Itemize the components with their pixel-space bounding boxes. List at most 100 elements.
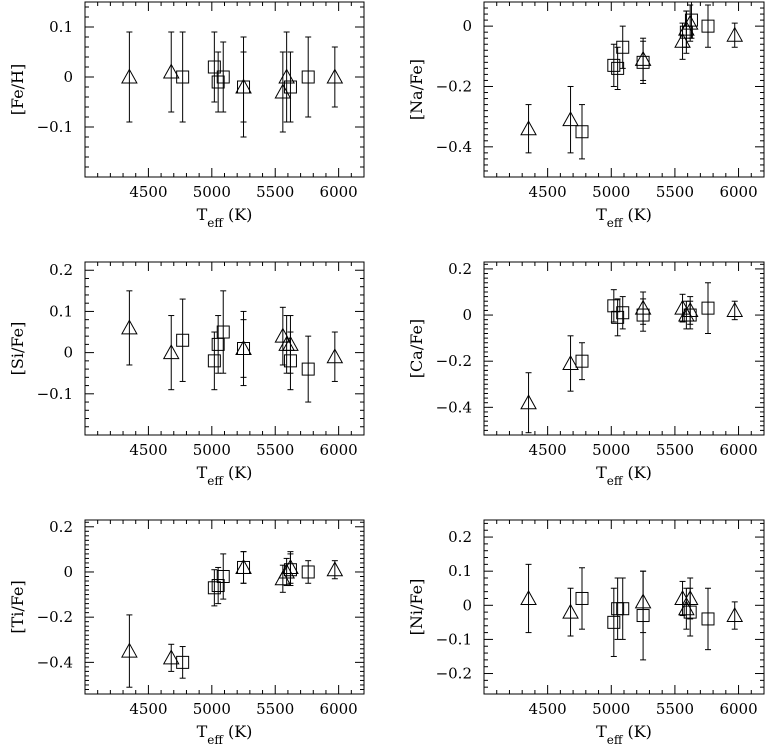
square-point (701, 282, 715, 335)
square-point (575, 342, 589, 381)
square-point (636, 298, 650, 332)
triangle-marker (162, 344, 180, 360)
y-tick-label: −0.2 (436, 77, 472, 95)
panel-3: 4500 5000 5500 6000 0.2 0.1 0 −0.1 [Si/Fe] Teff (… (8, 261, 365, 488)
triangle-point (278, 31, 295, 123)
square-point (683, 587, 697, 637)
square-point (301, 36, 315, 118)
y-tick-label: 0.2 (448, 528, 472, 546)
triangle-marker (326, 68, 344, 84)
square-marker (607, 58, 621, 72)
square-point (616, 25, 630, 69)
square-point (237, 319, 251, 378)
square-point (283, 331, 297, 391)
square-point (211, 51, 225, 113)
panel-4: 4500 5000 5500 6000 0.2 0 −0.2 −0.4 [Ca/Fe] Teff … (407, 260, 765, 488)
x-tick-label: 4500 (129, 700, 167, 718)
triangle-point (726, 300, 744, 321)
square-marker (211, 579, 225, 593)
x-tick-label: 5500 (656, 441, 694, 459)
square-marker (283, 354, 297, 368)
x-tick-label: 5000 (592, 183, 630, 201)
triangle-marker (162, 63, 180, 79)
square-point (575, 104, 589, 160)
triangle-marker (520, 589, 537, 605)
y-tick-label: 0 (63, 344, 73, 362)
square-point (683, 300, 697, 330)
y-tick-label: 0.1 (49, 18, 73, 36)
triangle-marker (520, 120, 537, 136)
x-tick-label: 6000 (320, 700, 358, 718)
y-axis-label: [Ca/Fe] (407, 319, 426, 378)
triangle-point (162, 315, 180, 391)
x-axis-label: Teff (K) (596, 205, 652, 230)
square-marker (701, 301, 715, 315)
x-tick-label: 5500 (256, 441, 294, 459)
square-point (607, 587, 621, 657)
triangle-marker (121, 642, 138, 658)
triangle-marker (726, 606, 744, 623)
triangle-point (121, 31, 138, 123)
square-marker (636, 308, 650, 322)
triangle-marker (562, 111, 579, 127)
y-tick-label: 0.1 (448, 562, 472, 580)
square-point (176, 31, 190, 123)
x-tick-label: 4500 (529, 441, 567, 459)
x-tick-label: 6000 (320, 441, 358, 459)
square-point (283, 51, 297, 123)
triangle-marker (121, 319, 138, 335)
square-marker (237, 560, 251, 574)
square-marker (216, 325, 230, 339)
square-point (176, 646, 190, 679)
square-marker (216, 569, 230, 583)
triangle-marker (562, 354, 579, 370)
y-tick-label: 0 (462, 596, 472, 614)
square-point (575, 567, 589, 630)
y-tick-label: 0.1 (49, 302, 73, 320)
x-tick-label: 5000 (592, 441, 630, 459)
y-tick-label: 0.2 (49, 518, 73, 536)
panel-6: 4500 5000 5500 6000 0.2 0.1 0 −0.1 −0.2 [Ni/Fe] Te… (407, 519, 765, 747)
square-point (216, 41, 230, 113)
x-tick-label: 5500 (656, 700, 694, 718)
triangle-marker (520, 394, 537, 410)
square-marker (283, 80, 297, 94)
triangle-point (520, 372, 537, 434)
square-point (616, 577, 630, 640)
square-point (237, 551, 251, 584)
x-axis-label: Teff (K) (596, 463, 652, 488)
square-marker (211, 75, 225, 89)
triangle-point (326, 46, 344, 108)
x-tick-label: 5000 (193, 700, 231, 718)
y-tick-label: 0.2 (448, 260, 472, 278)
square-marker (207, 60, 221, 74)
x-axis-label: Teff (K) (197, 463, 253, 488)
square-marker (301, 565, 315, 579)
square-marker (216, 70, 230, 84)
triangle-point (274, 51, 292, 133)
triangle-marker (726, 26, 744, 42)
square-point (616, 296, 630, 330)
y-axis-label: [Ti/Fe] (8, 580, 27, 633)
panel-2: 4500 5000 5500 6000 0 −0.2 −0.4 [Na/Fe] Teff (K) (407, 1, 765, 230)
x-tick-label: 6000 (320, 183, 358, 201)
square-point (207, 569, 221, 607)
square-marker (176, 655, 190, 669)
square-point (207, 31, 221, 103)
square-marker (611, 310, 625, 324)
plot-frame (84, 519, 365, 695)
square-marker (683, 308, 697, 322)
y-axis-label: [Si/Fe] (8, 322, 27, 376)
square-marker (301, 362, 315, 376)
triangle-point (674, 580, 691, 617)
triangle-point (562, 85, 579, 154)
square-point (216, 290, 230, 374)
plot-frame (84, 1, 365, 178)
triangle-point (162, 643, 180, 672)
triangle-point (562, 335, 579, 392)
square-marker (207, 581, 221, 595)
x-tick-label: 4500 (129, 441, 167, 459)
square-marker (301, 70, 315, 84)
square-marker (616, 602, 630, 616)
square-point (237, 51, 251, 123)
